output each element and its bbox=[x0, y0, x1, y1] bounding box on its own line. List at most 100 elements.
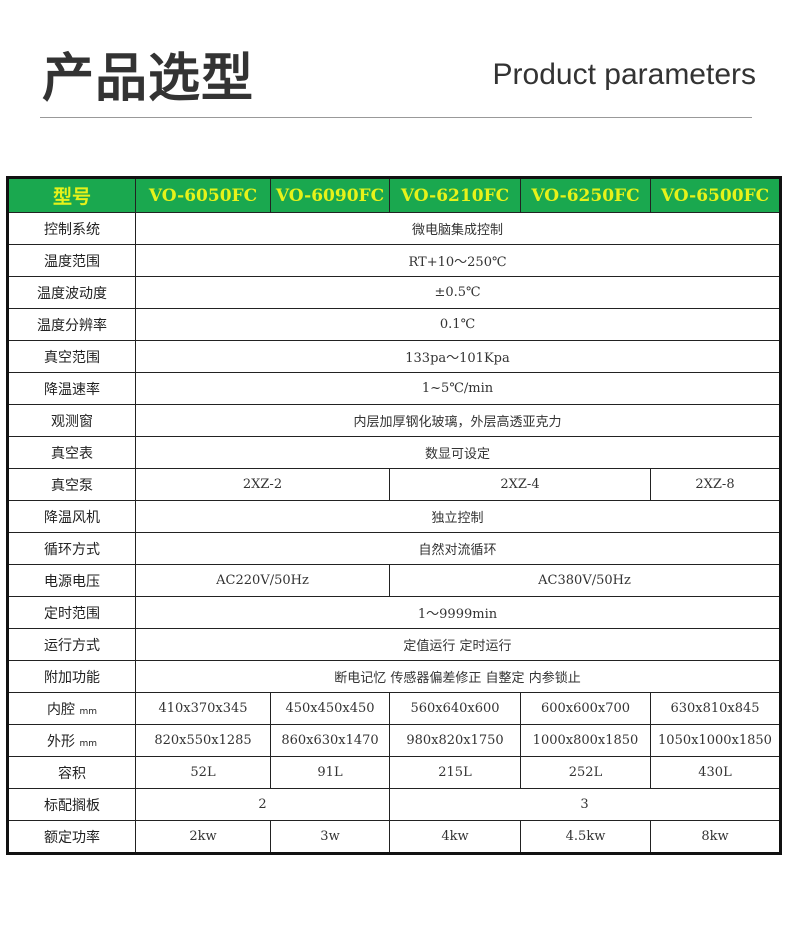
row-label: 观测窗 bbox=[7, 404, 136, 437]
table-row: 观测窗 内层加厚钢化玻璃，外层高透亚克力 bbox=[7, 404, 781, 437]
table-cell: 2kw bbox=[135, 820, 271, 854]
row-label: 真空泵 bbox=[7, 468, 136, 501]
table-cell: 820x550x1285 bbox=[135, 724, 271, 757]
row-label-text: 运行方式 bbox=[44, 637, 100, 654]
table-row: 温度分辨率 0.1℃ bbox=[7, 308, 781, 341]
table-row: 运行方式 定值运行 定时运行 bbox=[7, 628, 781, 661]
row-label-text: 标配搁板 bbox=[44, 797, 100, 814]
table-row: 内腔 mm 410x370x345 450x450x450 560x640x600 60… bbox=[7, 692, 781, 725]
table-cell: 2 bbox=[135, 788, 390, 821]
table-row: 电源电压 AC220V/50Hz AC380V/50Hz bbox=[7, 564, 781, 597]
table-cell: 600x600x700 bbox=[520, 692, 651, 725]
row-label: 附加功能 bbox=[7, 660, 136, 693]
row-label-text: 降温速率 bbox=[44, 381, 100, 398]
table-cell: 0.1℃ bbox=[135, 308, 781, 341]
row-unit: mm bbox=[79, 706, 97, 717]
row-label: 运行方式 bbox=[7, 628, 136, 661]
table-row: 控制系统 微电脑集成控制 bbox=[7, 212, 781, 245]
row-label: 额定功率 bbox=[7, 820, 136, 854]
row-label-text: 控制系统 bbox=[44, 221, 100, 238]
table-cell: 1～9999min bbox=[135, 596, 781, 629]
table-cell: 1050x1000x1850 bbox=[650, 724, 781, 757]
row-label: 容积 bbox=[7, 756, 136, 789]
table-cell: 630x810x845 bbox=[650, 692, 781, 725]
table-cell: 4.5kw bbox=[520, 820, 651, 854]
table-cell: 52L bbox=[135, 756, 271, 789]
table-cell: AC380V/50Hz bbox=[389, 564, 781, 597]
table-row: 标配搁板 2 3 bbox=[7, 788, 781, 821]
table-cell: 2XZ-4 bbox=[389, 468, 651, 501]
row-label: 定时范围 bbox=[7, 596, 136, 629]
table-cell: ±0.5℃ bbox=[135, 276, 781, 309]
row-label-text: 真空范围 bbox=[44, 349, 100, 366]
table-cell: 独立控制 bbox=[135, 500, 781, 533]
table-cell: AC220V/50Hz bbox=[135, 564, 390, 597]
table-cell: 980x820x1750 bbox=[389, 724, 521, 757]
table-cell: 133pa～101Kpa bbox=[135, 340, 781, 373]
page-subtitle: Product parameters bbox=[492, 58, 756, 91]
row-label: 电源电压 bbox=[7, 564, 136, 597]
row-label: 外形 mm bbox=[7, 724, 136, 757]
row-label: 温度波动度 bbox=[7, 276, 136, 309]
row-label: 内腔 mm bbox=[7, 692, 136, 725]
table-cell: 微电脑集成控制 bbox=[135, 212, 781, 245]
table-row: 附加功能 断电记忆 传感器偏差修正 自整定 内参锁止 bbox=[7, 660, 781, 693]
page-title: 产品选型 bbox=[42, 49, 255, 109]
row-label-text: 额定功率 bbox=[44, 829, 100, 846]
table-cell: 3 bbox=[389, 788, 781, 821]
row-label-text: 定时范围 bbox=[44, 605, 100, 622]
table-cell: 数显可设定 bbox=[135, 436, 781, 469]
table-cell: 3w bbox=[270, 820, 390, 854]
table-row: 额定功率 2kw 3w 4kw 4.5kw 8kw bbox=[7, 820, 781, 854]
header-model: VO-6050FC bbox=[135, 177, 271, 213]
table-cell: 自然对流循环 bbox=[135, 532, 781, 565]
table-cell: 定值运行 定时运行 bbox=[135, 628, 781, 661]
table-header-row: 型号 VO-6050FC VO-6090FC VO-6210FC VO-6250… bbox=[7, 177, 781, 213]
product-spec-table: 型号 VO-6050FC VO-6090FC VO-6210FC VO-6250… bbox=[6, 176, 782, 855]
table-row: 真空范围 133pa～101Kpa bbox=[7, 340, 781, 373]
divider bbox=[40, 117, 752, 118]
table-cell: 断电记忆 传感器偏差修正 自整定 内参锁止 bbox=[135, 660, 781, 693]
row-label-text: 温度波动度 bbox=[37, 285, 107, 302]
table-cell: 560x640x600 bbox=[389, 692, 521, 725]
table-row: 真空泵 2XZ-2 2XZ-4 2XZ-8 bbox=[7, 468, 781, 501]
table-row: 温度波动度 ±0.5℃ bbox=[7, 276, 781, 309]
row-label-text: 观测窗 bbox=[51, 413, 93, 430]
table-cell: 410x370x345 bbox=[135, 692, 271, 725]
table-cell: 91L bbox=[270, 756, 390, 789]
row-label-text: 容积 bbox=[58, 765, 86, 782]
table-cell: RT+10～250℃ bbox=[135, 244, 781, 277]
row-label: 真空表 bbox=[7, 436, 136, 469]
table-cell: 430L bbox=[650, 756, 781, 789]
table-cell: 215L bbox=[389, 756, 521, 789]
table-row: 降温风机 独立控制 bbox=[7, 500, 781, 533]
header-model: VO-6210FC bbox=[389, 177, 521, 213]
table-row: 循环方式 自然对流循环 bbox=[7, 532, 781, 565]
table-cell: 450x450x450 bbox=[270, 692, 390, 725]
row-label-text: 真空表 bbox=[51, 445, 93, 462]
header-model: VO-6500FC bbox=[650, 177, 781, 213]
table-cell: 2XZ-8 bbox=[650, 468, 781, 501]
row-label-text: 附加功能 bbox=[44, 669, 100, 686]
header-model-label: 型号 bbox=[7, 177, 136, 213]
row-unit: mm bbox=[79, 738, 97, 749]
row-label-text: 电源电压 bbox=[44, 573, 100, 590]
row-label-text: 内腔 bbox=[47, 701, 75, 718]
row-label: 控制系统 bbox=[7, 212, 136, 245]
row-label-text: 降温风机 bbox=[44, 509, 100, 526]
table-cell: 1000x800x1850 bbox=[520, 724, 651, 757]
row-label-text: 外形 bbox=[47, 733, 75, 750]
row-label: 标配搁板 bbox=[7, 788, 136, 821]
header-model: VO-6250FC bbox=[520, 177, 651, 213]
row-label-text: 真空泵 bbox=[51, 477, 93, 494]
table-cell: 252L bbox=[520, 756, 651, 789]
table-row: 定时范围 1～9999min bbox=[7, 596, 781, 629]
table-row: 容积 52L 91L 215L 252L 430L bbox=[7, 756, 781, 789]
row-label-text: 温度分辨率 bbox=[37, 317, 107, 334]
row-label: 温度分辨率 bbox=[7, 308, 136, 341]
row-label: 温度范围 bbox=[7, 244, 136, 277]
table-row: 真空表 数显可设定 bbox=[7, 436, 781, 469]
table-row: 外形 mm 820x550x1285 860x630x1470 980x820x175… bbox=[7, 724, 781, 757]
table-cell: 860x630x1470 bbox=[270, 724, 390, 757]
table-row: 温度范围 RT+10～250℃ bbox=[7, 244, 781, 277]
